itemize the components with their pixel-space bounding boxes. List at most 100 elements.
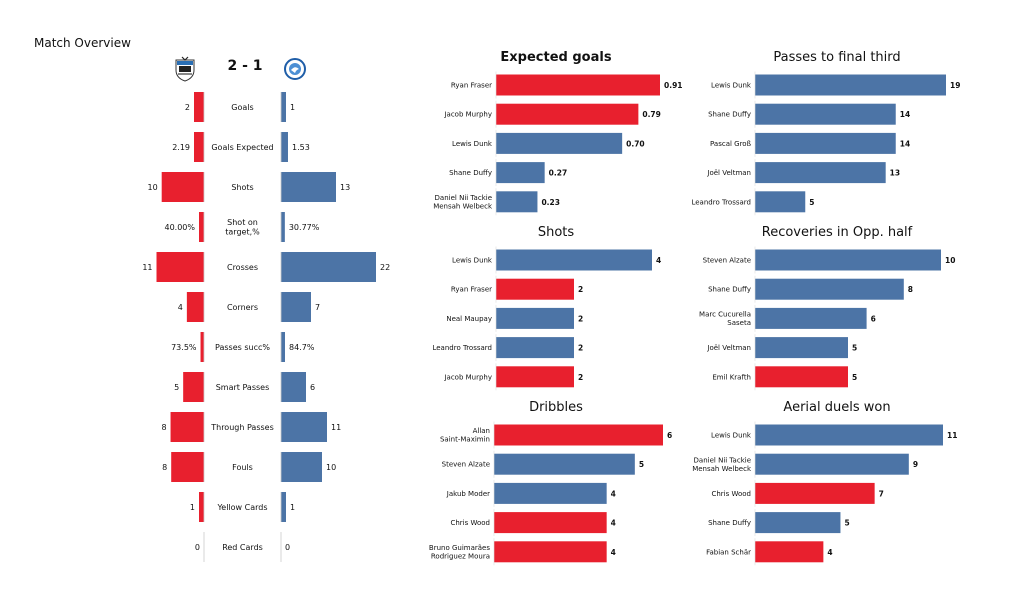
away-bar [281, 492, 286, 522]
away-value-label: 13 [340, 183, 350, 192]
newcastle-crest-icon [175, 56, 195, 82]
category-label: Through Passes [210, 423, 274, 432]
player-name-label: Marc Cucurella Saseta [699, 311, 751, 328]
player-name-label: Neal Maupay [446, 315, 492, 323]
away-bar [281, 172, 336, 202]
home-value-label: 1 [190, 503, 195, 512]
category-label: Shot on target,% [225, 218, 260, 237]
bar-value-label: 5 [809, 198, 814, 207]
away-bar [281, 332, 285, 362]
bar-value-label: 7 [879, 489, 884, 498]
bar-value-label: 2 [578, 285, 583, 294]
chart-title: Expected goals [500, 50, 611, 65]
bar-value-label: 6 [667, 431, 672, 440]
chart-title: Shots [538, 225, 575, 240]
player-name-label: Leandro Trossard [691, 198, 751, 206]
player-name-label: Jacob Murphy [443, 373, 492, 381]
bar-value-label: 2 [578, 344, 583, 353]
away-value-label: 30.77% [289, 223, 320, 232]
home-bar [170, 412, 204, 442]
away-value-label: 1 [290, 503, 295, 512]
home-value-label: 5 [174, 383, 179, 392]
bar-value-label: 2 [578, 373, 583, 382]
player-name-label: Lewis Dunk [452, 140, 493, 148]
player-bar [496, 337, 574, 359]
bar-value-label: 0.79 [642, 110, 661, 119]
bar-value-label: 5 [852, 344, 857, 353]
player-bar [755, 453, 909, 475]
player-name-label: Lewis Dunk [711, 431, 752, 439]
category-label: Red Cards [222, 543, 263, 552]
player-name-label: Shane Duffy [708, 286, 751, 294]
away-value-label: 1.53 [292, 143, 310, 152]
player-name-label: Ryan Fraser [451, 81, 492, 89]
bar-value-label: 5 [852, 373, 857, 382]
away-bar [281, 452, 322, 482]
player-name-label: Bruno Guimarães Rodriguez Moura [429, 544, 490, 561]
bar-value-label: 5 [844, 519, 849, 528]
home-bar [186, 292, 204, 322]
away-value-label: 84.7% [289, 343, 315, 352]
player-name-label: Shane Duffy [708, 519, 751, 527]
home-value-label: 2.19 [172, 143, 190, 152]
brighton-crest-icon [284, 58, 306, 80]
bar-value-label: 5 [639, 460, 644, 469]
home-bar [171, 452, 204, 482]
player-bar [494, 541, 607, 563]
player-name-label: Chris Wood [450, 519, 490, 527]
player-name-label: Ryan Fraser [451, 286, 492, 294]
away-bar [281, 372, 306, 402]
chart-title: Dribbles [529, 400, 583, 415]
player-name-label: Leandro Trossard [432, 344, 492, 352]
category-label: Goals [231, 103, 253, 112]
home-bar [199, 492, 204, 522]
chart-title: Passes to final third [773, 50, 900, 65]
player-name-label: Steven Alzate [703, 256, 751, 264]
player-bar [494, 482, 607, 504]
category-label: Corners [227, 303, 258, 312]
player-bar [755, 103, 896, 125]
home-value-label: 11 [142, 263, 152, 272]
home-value-label: 4 [178, 303, 183, 312]
home-bar [194, 92, 204, 122]
bar-value-label: 2 [578, 314, 583, 323]
away-value-label: 22 [380, 263, 390, 272]
player-name-label: Jakub Moder [446, 490, 490, 498]
player-bar [755, 366, 848, 388]
player-bar [496, 278, 574, 300]
bar-value-label: 0.23 [541, 198, 560, 207]
home-bar [199, 212, 204, 242]
player-bar [755, 337, 848, 359]
player-bar [755, 482, 875, 504]
player-bar [755, 424, 943, 446]
home-value-label: 10 [148, 183, 158, 192]
away-value-label: 7 [315, 303, 320, 312]
player-name-label: Shane Duffy [708, 111, 751, 119]
away-value-label: 6 [310, 383, 315, 392]
player-name-label: Allan Saint-Maximin [440, 427, 490, 444]
player-bar [755, 249, 941, 271]
match-score: 2 - 1 [227, 58, 263, 74]
away-value-label: 0 [285, 543, 290, 552]
bar-value-label: 9 [913, 460, 918, 469]
player-bar [755, 191, 806, 213]
bar-value-label: 4 [827, 548, 832, 557]
player-name-label: Lewis Dunk [452, 256, 493, 264]
chart-title: Recoveries in Opp. half [762, 225, 913, 240]
home-bar [156, 252, 204, 282]
bar-value-label: 0.70 [626, 139, 645, 148]
player-name-label: Daniel Nii Tackie Mensah Welbeck [433, 194, 493, 211]
category-label: Goals Expected [211, 143, 273, 152]
player-bar [494, 512, 607, 534]
bar-value-label: 14 [900, 139, 910, 148]
bar-value-label: 13 [890, 169, 900, 178]
bar-value-label: 4 [611, 519, 616, 528]
player-name-label: Daniel Nii Tackie Mensah Welbeck [692, 456, 752, 473]
player-bar [755, 307, 867, 329]
category-label: Fouls [232, 463, 253, 472]
bar-value-label: 10 [945, 256, 955, 265]
home-bar [200, 332, 204, 362]
player-bar [496, 191, 538, 213]
